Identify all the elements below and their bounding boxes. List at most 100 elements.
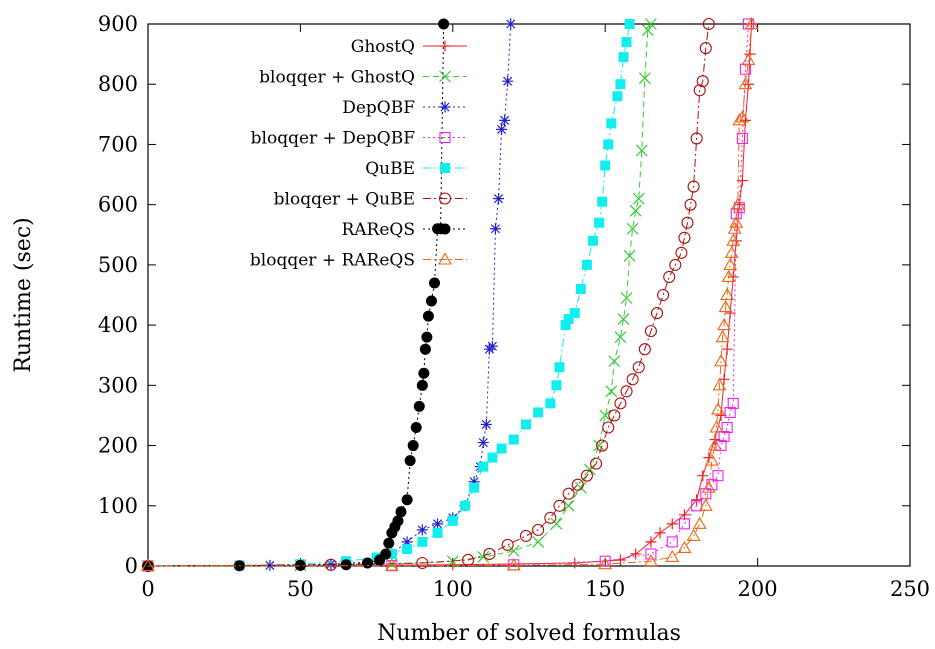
y-tick-label: 100 bbox=[98, 494, 138, 518]
data-point-bloqqer-rareqs bbox=[735, 110, 750, 123]
data-point-depqbf bbox=[325, 558, 337, 570]
data-point-rareqs bbox=[361, 557, 373, 569]
data-point-bloqqer-qube bbox=[644, 325, 657, 338]
data-point-qube bbox=[588, 235, 599, 246]
data-point-depqbf bbox=[432, 518, 444, 530]
data-point-bloqqer-qube bbox=[532, 523, 545, 536]
data-point-bloqqer-qube bbox=[590, 457, 603, 470]
legend-marker-depqbf bbox=[439, 101, 451, 113]
legend-marker-rareqs bbox=[439, 223, 451, 235]
data-point-ghostq bbox=[691, 494, 703, 506]
data-point-qube bbox=[533, 407, 544, 418]
data-point-qube bbox=[615, 79, 626, 90]
legend-marker-bloqqer-qube bbox=[438, 192, 452, 205]
data-point-rareqs bbox=[401, 494, 413, 506]
data-point-bloqqer-qube bbox=[638, 343, 651, 356]
plot-frame bbox=[147, 23, 911, 567]
data-point-bloqqer-rareqs bbox=[506, 558, 521, 571]
data-point-qube bbox=[551, 380, 562, 391]
data-point-ghostq bbox=[630, 548, 642, 560]
data-point-bloqqer-qube bbox=[669, 258, 682, 271]
data-point-qube bbox=[624, 19, 635, 29]
data-point-bloqqer-qube bbox=[663, 270, 676, 283]
x-tick-label: 100 bbox=[433, 577, 473, 601]
data-point-bloqqer-qube bbox=[614, 397, 627, 410]
data-point-bloqqer-qube bbox=[620, 385, 633, 398]
data-point-bloqqer-depqbf bbox=[678, 518, 690, 530]
data-point-bloqqer-rareqs bbox=[698, 498, 713, 511]
data-point-bloqqer-rareqs bbox=[729, 215, 744, 228]
data-point-qube bbox=[469, 482, 480, 493]
data-point-rareqs bbox=[380, 548, 392, 560]
data-point-rareqs bbox=[294, 559, 306, 571]
data-point-bloqqer-ghostq bbox=[562, 499, 575, 512]
legend-marker-bloqqer-ghostq bbox=[439, 70, 451, 83]
x-axis-title: Number of solved formulas bbox=[377, 621, 681, 646]
data-point-bloqqer-qube bbox=[681, 216, 694, 229]
data-point-bloqqer-qube bbox=[571, 478, 584, 491]
data-point-bloqqer-rareqs bbox=[727, 221, 742, 234]
series-line-ghostq bbox=[147, 23, 752, 567]
data-point-bloqqer-ghostq bbox=[620, 292, 633, 304]
data-point-bloqqer-depqbf bbox=[727, 397, 739, 409]
data-point-qube bbox=[459, 500, 470, 511]
data-point-bloqqer-ghostq bbox=[641, 24, 654, 36]
y-tick-label: 200 bbox=[98, 434, 138, 458]
data-point-ghostq bbox=[721, 343, 733, 355]
data-point-qube bbox=[402, 544, 413, 555]
data-point-qube bbox=[386, 548, 397, 559]
y-tick-label: 700 bbox=[98, 132, 138, 156]
data-point-ghostq bbox=[654, 527, 666, 539]
data-point-bloqqer-qube bbox=[699, 42, 712, 55]
data-point-rareqs bbox=[410, 421, 422, 433]
legend-label-bloqqer-rareqs: bloqqer + RAReQS bbox=[250, 251, 415, 271]
y-tick-label: 300 bbox=[98, 373, 138, 397]
data-point-bloqqer-ghostq bbox=[477, 551, 490, 563]
legend-label-rareqs: RAReQS bbox=[341, 220, 415, 240]
data-point-bloqqer-rareqs bbox=[692, 516, 707, 529]
data-point-ghostq bbox=[614, 554, 626, 566]
data-point-bloqqer-rareqs bbox=[643, 554, 658, 567]
data-point-bloqqer-rareqs bbox=[704, 453, 719, 466]
data-point-bloqqer-depqbf bbox=[666, 536, 678, 548]
data-point-bloqqer-qube bbox=[675, 246, 688, 259]
data-point-bloqqer-ghostq bbox=[574, 481, 587, 494]
data-point-depqbf bbox=[401, 536, 413, 548]
data-point-qube bbox=[478, 461, 489, 472]
legend-marker-ghostq bbox=[439, 40, 451, 52]
data-point-bloqqer-qube bbox=[501, 538, 514, 551]
data-point-qube bbox=[560, 320, 571, 331]
data-point-bloqqer-rareqs bbox=[715, 330, 730, 343]
data-point-qube bbox=[417, 536, 428, 547]
legend-label-bloqqer-ghostq: bloqqer + GhostQ bbox=[259, 68, 415, 88]
data-point-bloqqer-depqbf bbox=[724, 406, 736, 418]
data-point-qube bbox=[554, 362, 565, 373]
legend-label-bloqqer-qube: bloqqer + QuBE bbox=[274, 190, 415, 210]
data-point-bloqqer-rareqs bbox=[712, 378, 727, 391]
series-bloqqer-depqbf bbox=[142, 18, 755, 572]
data-point-bloqqer-depqbf bbox=[736, 132, 748, 144]
data-point-bloqqer-rareqs bbox=[732, 113, 747, 126]
data-point-bloqqer-qube bbox=[416, 556, 429, 570]
x-tick-label: 0 bbox=[141, 577, 154, 601]
data-point-qube bbox=[618, 52, 629, 63]
y-axis-title: Runtime (sec) bbox=[11, 217, 36, 372]
data-point-rareqs bbox=[422, 310, 434, 322]
data-point-bloqqer-qube bbox=[544, 511, 557, 524]
data-point-rareqs bbox=[407, 440, 419, 452]
data-point-bloqqer-depqbf bbox=[645, 548, 657, 560]
data-point-bloqqer-ghostq bbox=[644, 18, 657, 30]
data-point-bloqqer-qube bbox=[324, 558, 337, 571]
data-point-bloqqer-rareqs bbox=[720, 287, 735, 301]
data-point-ghostq bbox=[645, 536, 657, 548]
data-point-qube bbox=[447, 515, 458, 526]
data-point-bloqqer-depqbf bbox=[733, 202, 745, 214]
axis-ticks: 0 50 100 150 200 250 0 100 200 300 400 500 600 700 800… bbox=[98, 12, 930, 601]
data-point-ghostq bbox=[718, 373, 730, 385]
series-line-depqbf bbox=[147, 23, 512, 567]
data-point-rareqs bbox=[416, 379, 428, 391]
data-point-bloqqer-rareqs bbox=[730, 197, 745, 210]
data-point-qube bbox=[575, 283, 586, 294]
data-point-bloqqer-rareqs bbox=[701, 480, 716, 493]
data-point-bloqqer-qube bbox=[580, 469, 593, 482]
